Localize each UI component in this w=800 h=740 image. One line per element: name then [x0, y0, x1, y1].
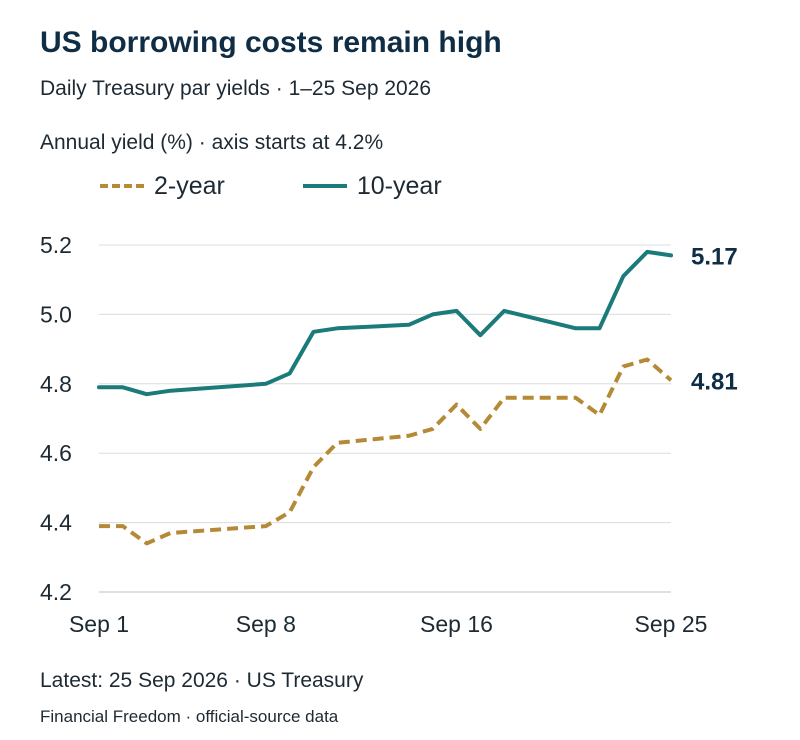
legend-label-10-year: 10-year: [356, 171, 442, 200]
y-tick-label: 4.2: [40, 579, 72, 605]
legend: 2-year 10-year: [100, 171, 520, 201]
series-line-10-year: [97, 249, 673, 397]
chart-subtitle: Daily Treasury par yields · 1–25 Sep 202…: [40, 77, 432, 100]
chart-title: US borrowing costs remain high: [40, 26, 502, 59]
y-tick-label: 5.0: [40, 301, 72, 327]
end-label-2-year: 4.81: [691, 368, 738, 395]
y-axis-label: Annual yield (%) · axis starts at 4.2%: [40, 131, 384, 154]
y-tick-label: 4.8: [40, 371, 72, 397]
legend-swatch-10-year: [302, 184, 347, 188]
y-tick-label: 4.4: [40, 510, 72, 536]
series-line-2-year: [99, 357, 673, 546]
end-label-10-year: 5.17: [691, 243, 738, 270]
y-tick-label: 4.6: [40, 440, 72, 466]
legend-item-2-year: 2-year: [100, 172, 225, 201]
x-tick-label: Sep 1: [69, 611, 129, 637]
legend-label-2-year: 2-year: [154, 171, 225, 200]
footer-source: Latest: 25 Sep 2026 · US Treasury: [40, 669, 364, 692]
x-tick-label: Sep 16: [420, 611, 493, 637]
x-tick-label: Sep 8: [236, 611, 296, 637]
x-tick-label: Sep 25: [635, 611, 708, 637]
legend-swatch-2-year: [100, 184, 144, 188]
legend-item-10-year: 10-year: [302, 171, 442, 201]
footer-credit: Financial Freedom · official-source data: [40, 707, 339, 726]
y-tick-label: 5.2: [40, 232, 72, 258]
